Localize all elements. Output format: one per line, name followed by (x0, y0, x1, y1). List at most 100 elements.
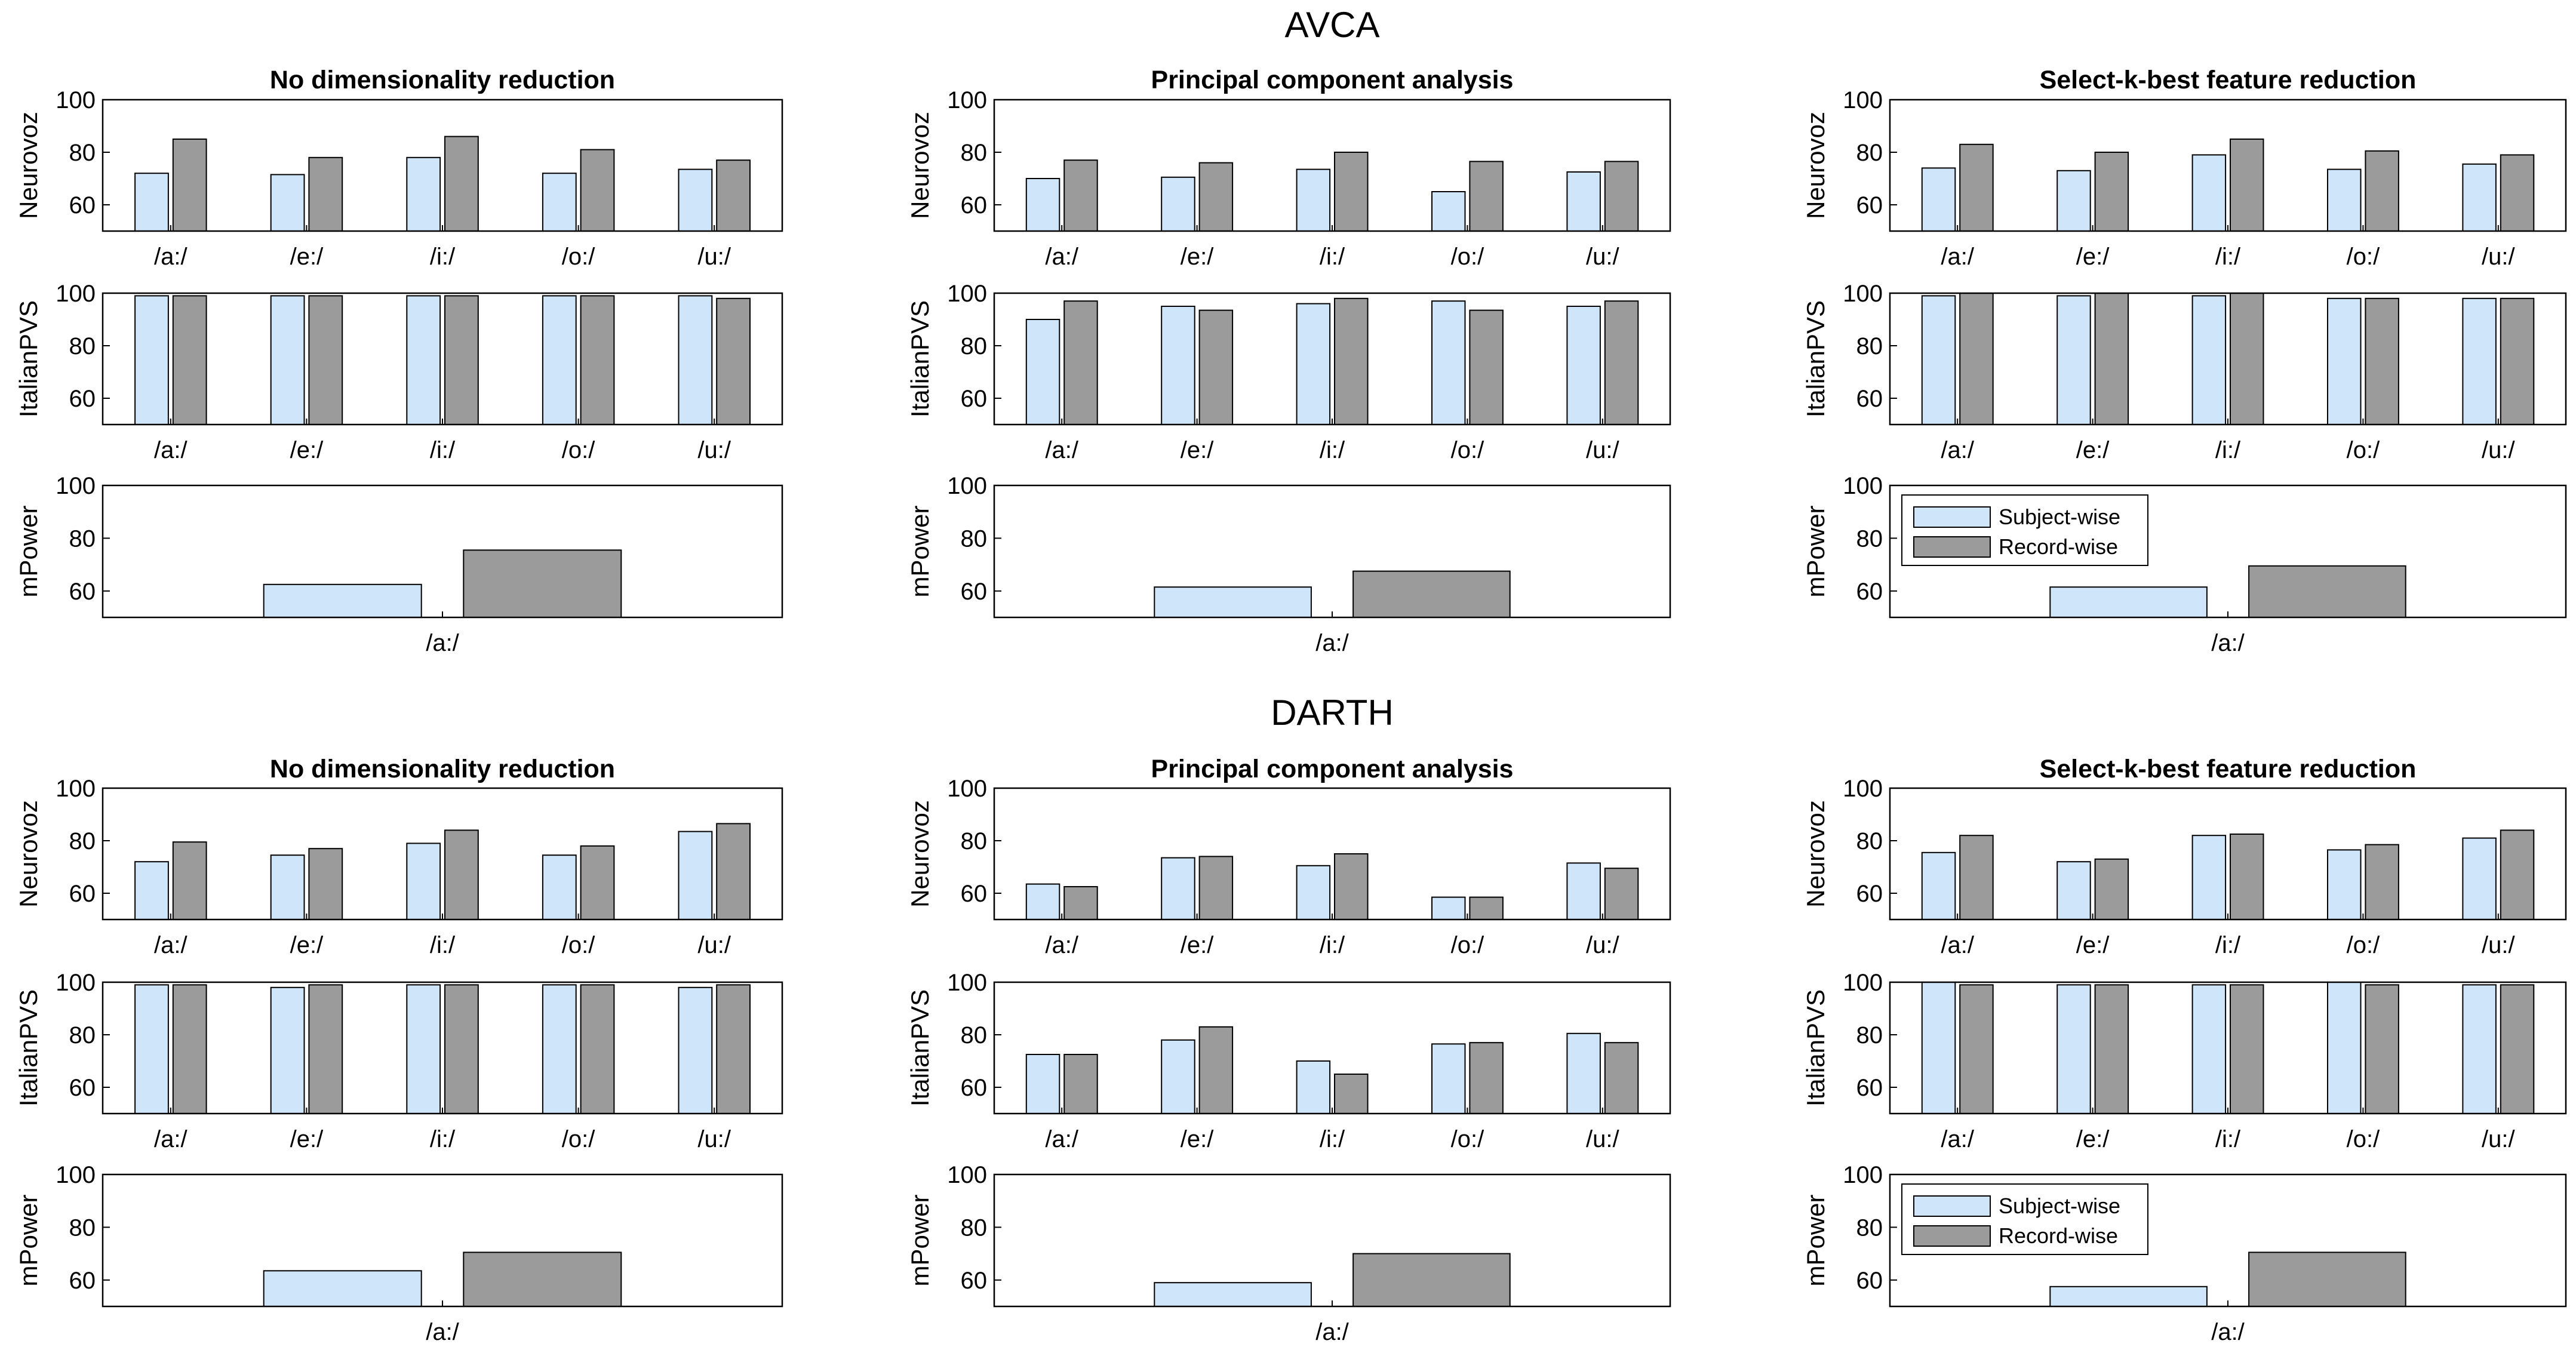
bar-subject-wise-u (678, 831, 713, 920)
x-tick-label: /i:/ (430, 932, 456, 958)
y-tick-label: 60 (1856, 386, 1883, 412)
bar-subject-wise-a (134, 861, 169, 920)
axes-mpower: /a:/ 60 80 100 mPower Subject-wise Record-wise (1802, 1162, 2567, 1345)
y-tick-label: 100 (1843, 970, 1883, 996)
axes-neurovoz: /a:/ /e:/ /i:/ /o:/ /u:/ 60 80 100 Neurovoz (906, 87, 1671, 270)
axes-box (993, 484, 1671, 619)
y-tick-label: 60 (69, 192, 96, 219)
bar-record-wise-e (1198, 856, 1234, 921)
x-tick-label: /a:/ (1045, 437, 1078, 463)
legend-label: Subject-wise (1999, 505, 2120, 529)
y-tick-label: 60 (69, 386, 96, 412)
bar-record-wise-e (1198, 309, 1234, 425)
y-tick-label: 60 (1856, 192, 1883, 219)
bar-record-wise-o (1469, 309, 1504, 425)
x-tick-label: /a:/ (1941, 1126, 1974, 1152)
bar-subject-wise-a (1921, 295, 1956, 425)
y-tick-label: 100 (1843, 281, 1883, 307)
y-axis-label: ItalianPVS (906, 989, 934, 1106)
x-tick-label: /o:/ (562, 244, 595, 270)
bar-record-wise-u (716, 159, 751, 232)
legend-label: Record-wise (1999, 534, 2118, 559)
axes-box (1889, 99, 2567, 232)
bar-subject-wise-a (134, 295, 169, 425)
x-tick-label: /a:/ (1941, 244, 1974, 270)
bar-record-wise-a (1959, 984, 1994, 1115)
y-tick-label: 80 (961, 525, 988, 552)
x-tick-label: /a:/ (1315, 1319, 1349, 1345)
y-tick-label: 80 (961, 333, 988, 359)
bar-record-wise-a (1959, 835, 1994, 920)
y-tick-label: 60 (69, 1075, 96, 1101)
bar-record-wise-o (580, 845, 615, 921)
x-tick-label: /i:/ (1320, 1126, 1345, 1152)
bar-record-wise-a (463, 1251, 622, 1307)
y-axis-label: Neurovoz (1802, 800, 1830, 908)
x-tick-label: /e:/ (290, 932, 324, 958)
bar-record-wise-e (308, 984, 343, 1115)
panel-avca-2: Select-k-best feature reduction/a://e://… (1802, 66, 2567, 656)
bar-record-wise-u (1604, 1042, 1639, 1114)
y-tick-label: 60 (961, 579, 988, 605)
bar-record-wise-o (1469, 896, 1504, 920)
bar-record-wise-o (580, 295, 615, 425)
axes-mpower: /a:/ 60 80 100 mPower (14, 1162, 783, 1345)
panel-avca-0: No dimensionality reduction/a://e://i://… (14, 66, 783, 656)
y-axis-label: ItalianPVS (14, 989, 42, 1106)
bar-subject-wise-o (542, 295, 577, 425)
bar-subject-wise-a (1921, 982, 1956, 1114)
panel-title: Principal component analysis (1151, 66, 1514, 94)
legend-label: Subject-wise (1999, 1194, 2120, 1218)
y-tick-label: 60 (961, 1075, 988, 1101)
bar-subject-wise-e (2057, 984, 2091, 1115)
bar-subject-wise-e (2057, 170, 2091, 232)
bar-subject-wise-a (134, 984, 169, 1115)
x-tick-label: /i:/ (1320, 244, 1345, 270)
bar-record-wise-u (2500, 297, 2535, 425)
axes-mpower: /a:/ 60 80 100 mPower (14, 473, 783, 656)
x-tick-label: /o:/ (1451, 437, 1484, 463)
bar-record-wise-i (2230, 834, 2264, 920)
bar-subject-wise-e (1161, 1039, 1195, 1115)
x-tick-label: /u:/ (1586, 437, 1619, 463)
bar-record-wise-i (444, 136, 479, 232)
x-tick-label: /o:/ (1451, 1126, 1484, 1152)
bar-record-wise-i (444, 829, 479, 921)
bar-subject-wise-e (270, 854, 305, 920)
bar-subject-wise-o (1431, 191, 1466, 232)
x-tick-label: /u:/ (2482, 244, 2515, 270)
y-tick-label: 80 (1856, 333, 1883, 359)
y-tick-label: 100 (56, 776, 96, 802)
bar-subject-wise-u (1566, 1032, 1601, 1115)
y-tick-label: 80 (1856, 140, 1883, 166)
y-axis-label: mPower (906, 1194, 934, 1286)
axes-box (993, 981, 1671, 1115)
bar-record-wise-o (580, 984, 615, 1115)
bar-record-wise-u (716, 984, 751, 1115)
bar-record-wise-i (2230, 984, 2264, 1115)
panel-darth-2: Select-k-best feature reduction/a://e://… (1802, 755, 2567, 1345)
axes-box (1889, 292, 2567, 426)
bar-subject-wise-e (1161, 857, 1195, 920)
y-axis-label: mPower (14, 505, 42, 597)
bar-subject-wise-u (2462, 984, 2497, 1115)
y-tick-label: 80 (1856, 1214, 1883, 1241)
axes-box (102, 484, 783, 619)
y-tick-label: 80 (1856, 525, 1883, 552)
panel-title: No dimensionality reduction (270, 66, 615, 94)
y-tick-label: 100 (56, 87, 96, 113)
bar-record-wise-e (308, 848, 343, 920)
axes-italianpvs: /a:/ /e:/ /i:/ /o:/ /u:/ 60 80 100 ItalianPVS (14, 281, 783, 463)
axes-box (102, 981, 783, 1115)
x-tick-label: /o:/ (2347, 1126, 2380, 1152)
x-tick-label: /i:/ (2215, 1126, 2241, 1152)
legend: Subject-wise Record-wise (1901, 494, 2148, 566)
axes-box (102, 292, 783, 426)
bar-subject-wise-i (1296, 865, 1331, 921)
x-tick-label: /e:/ (1181, 1126, 1214, 1152)
bar-record-wise-a (1063, 159, 1098, 232)
x-tick-label: /a:/ (426, 1319, 459, 1345)
y-axis-label: ItalianPVS (14, 300, 42, 417)
bar-subject-wise-o (2327, 849, 2362, 921)
x-tick-label: /u:/ (2482, 1126, 2515, 1152)
